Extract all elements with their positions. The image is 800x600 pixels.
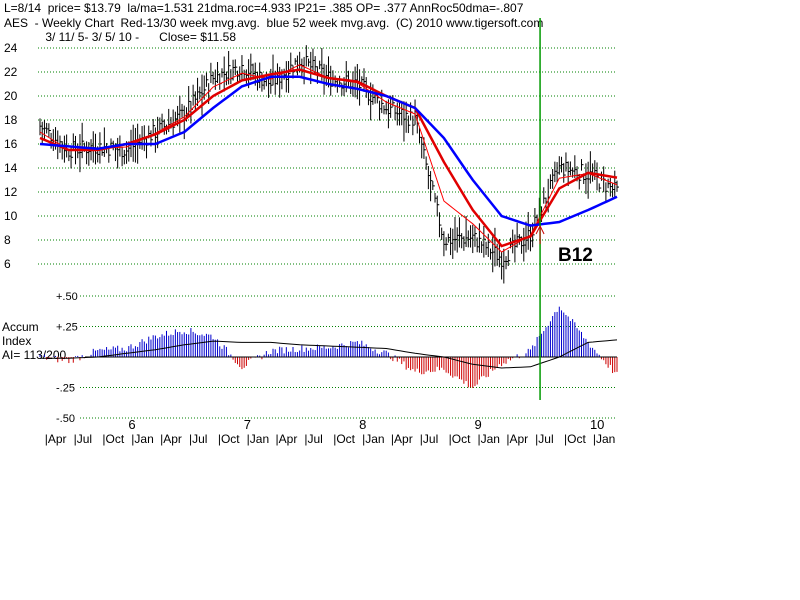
x-year-label: 6 (128, 417, 135, 432)
x-month-label: |Jan (477, 432, 499, 446)
x-month-label: |Jan (593, 432, 615, 446)
b12-arrow (535, 225, 545, 244)
date-range-close: 3/ 11/ 5- 3/ 5/ 10 - Close= $11.58 (42, 30, 237, 44)
x-month-label: |Oct (564, 432, 586, 446)
accum-tick-label: -.50 (56, 413, 75, 425)
x-month-label: |Apr (391, 432, 413, 446)
x-year-label: 9 (475, 417, 482, 432)
x-month-label: |Jan (362, 432, 384, 446)
x-month-label: |Jan (247, 432, 269, 446)
y-tick-label: 10 (4, 209, 18, 223)
x-month-label: |Oct (333, 432, 355, 446)
y-tick-label: 12 (4, 185, 18, 199)
accum-ma-line (40, 339, 618, 369)
x-month-label: |Jan (131, 432, 153, 446)
x-month-label: |Apr (276, 432, 298, 446)
x-month-label: |Oct (102, 432, 124, 446)
x-month-label: |Apr (45, 432, 67, 446)
y-tick-label: 6 (4, 257, 11, 271)
x-month-label: |Oct (449, 432, 471, 446)
x-month-label: |Jul (535, 432, 553, 446)
x-year-label: 10 (590, 417, 604, 432)
y-tick-label: 14 (4, 161, 18, 175)
x-month-label: |Jul (74, 432, 92, 446)
x-month-label: |Oct (218, 432, 240, 446)
chart-title: AES - Weekly Chart Red-13/30 week mvg.av… (4, 16, 544, 30)
x-month-label: |Jul (304, 432, 322, 446)
x-month-label: |Jul (420, 432, 438, 446)
accum-tick-label: +.25 (56, 322, 78, 334)
y-tick-label: 24 (4, 41, 18, 55)
x-month-label: |Apr (160, 432, 182, 446)
x-year-label: 7 (244, 417, 251, 432)
x-month-label: |Apr (506, 432, 528, 446)
price-bars (39, 45, 619, 284)
y-tick-label: 18 (4, 113, 18, 127)
accum-histogram (39, 306, 618, 388)
index-label: Index (2, 334, 32, 348)
stats-header: L=8/14 price= $13.79 la/ma=1.531 21dma.r… (4, 1, 524, 15)
accum-label: Accum (2, 320, 39, 334)
ma30-line (39, 68, 618, 248)
y-tick-label: 8 (4, 233, 11, 247)
y-tick-label: 16 (4, 137, 18, 151)
accum-tick-label: +.50 (56, 291, 78, 303)
accum-tick-label: -.25 (56, 383, 75, 395)
x-year-label: 8 (359, 417, 366, 432)
x-month-label: |Jul (189, 432, 207, 446)
ma52-line (39, 75, 618, 227)
y-tick-label: 22 (4, 65, 18, 79)
b12-signal-label: B12 (558, 245, 593, 266)
y-tick-label: 20 (4, 89, 18, 103)
